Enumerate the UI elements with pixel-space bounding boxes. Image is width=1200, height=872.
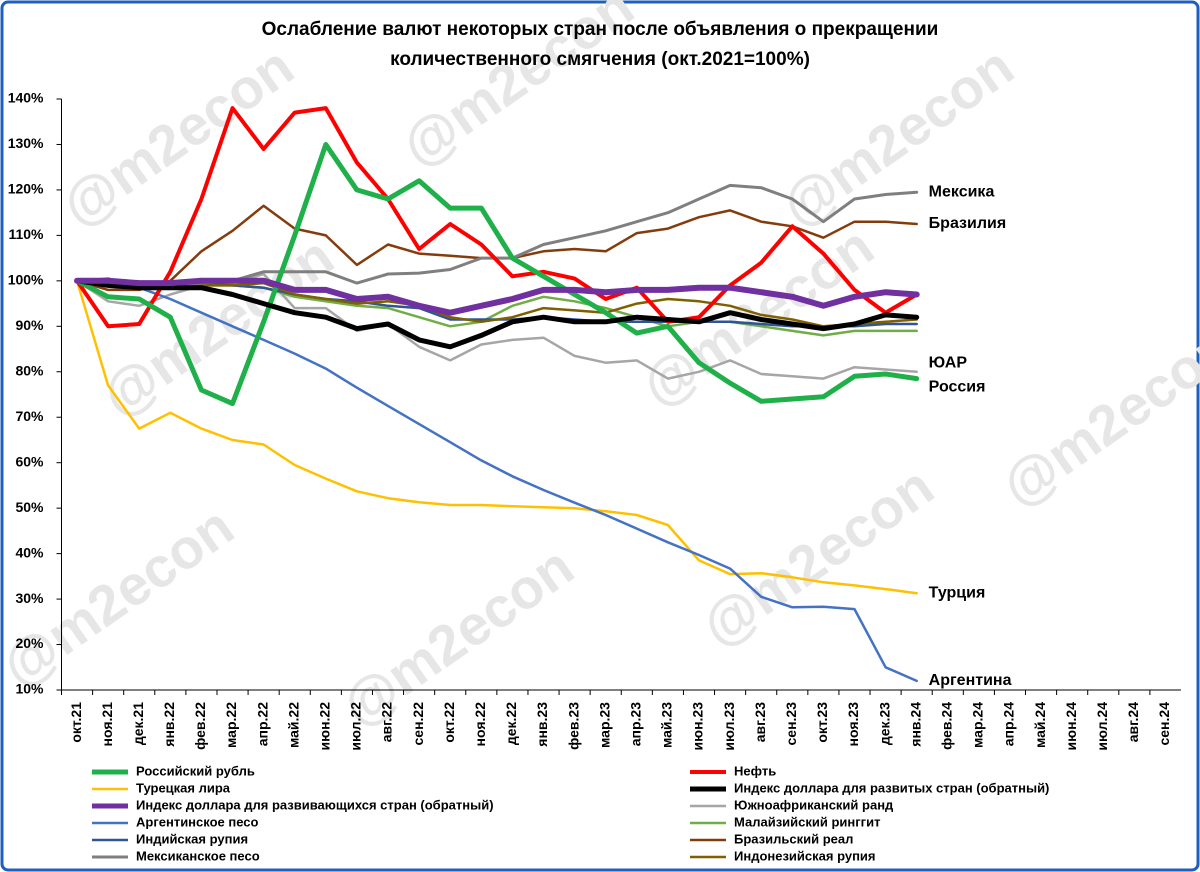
y-tick-label: 10% xyxy=(15,681,44,697)
x-tick-label: окт.23 xyxy=(814,702,830,743)
x-tick-label: фев.22 xyxy=(192,702,208,750)
legend-label: Аргентинское песо xyxy=(136,814,259,829)
y-tick-label: 80% xyxy=(15,362,44,378)
x-tick-label: июн.22 xyxy=(317,702,333,751)
series-line xyxy=(74,278,920,350)
y-tick-label: 140% xyxy=(8,90,44,106)
x-tick-label: авг.22 xyxy=(379,702,395,742)
legend-label: Мексиканское песо xyxy=(136,848,260,863)
end-label: Бразилия xyxy=(929,215,1007,232)
series-line xyxy=(75,279,918,328)
y-tick-label: 60% xyxy=(15,453,44,469)
x-tick-label: дек.21 xyxy=(130,702,146,745)
series-line xyxy=(75,279,918,595)
x-tick-label: май.22 xyxy=(285,702,301,748)
x-tick-label: мар.23 xyxy=(596,702,612,748)
x-tick-label: июн.23 xyxy=(690,702,706,751)
end-label: ЮАР xyxy=(929,354,968,371)
series-line xyxy=(74,142,920,407)
x-tick-label: окт.22 xyxy=(441,702,457,743)
y-tick-label: 70% xyxy=(15,408,44,424)
x-tick-label: июн.24 xyxy=(1063,702,1079,751)
legend-label: Индийская рупия xyxy=(136,831,248,846)
end-label: Мексика xyxy=(929,183,995,200)
end-label: Турция xyxy=(929,584,986,601)
x-tick-label: янв.22 xyxy=(161,702,177,747)
chart-title: количественного смягчения (окт.2021=100%… xyxy=(390,49,810,70)
x-tick-label: ноя.21 xyxy=(99,702,115,747)
x-tick-label: янв.23 xyxy=(534,702,550,747)
x-tick-label: сен.24 xyxy=(1156,702,1172,746)
x-tick-label: июл.23 xyxy=(721,702,737,751)
x-tick-label: апр.22 xyxy=(254,702,270,746)
x-tick-label: ноя.22 xyxy=(472,702,488,747)
x-tick-label: май.23 xyxy=(659,702,675,748)
chart-title: Ослабление валют некоторых стран после о… xyxy=(262,19,939,40)
legend-label: Южноафриканский ранд xyxy=(734,797,894,812)
y-tick-label: 120% xyxy=(8,181,44,197)
x-tick-label: фев.23 xyxy=(565,702,581,750)
y-tick-label: 110% xyxy=(8,226,44,242)
y-tick-label: 30% xyxy=(15,590,44,606)
y-tick-label: 90% xyxy=(15,317,44,333)
series-line xyxy=(74,277,920,316)
legend-label: Бразильский реал xyxy=(734,831,853,846)
x-tick-label: дек.22 xyxy=(503,702,519,745)
x-tick-label: июл.22 xyxy=(348,702,364,751)
legend-label: Нефть xyxy=(734,763,776,778)
end-label: Аргентина xyxy=(929,672,1012,689)
x-tick-label: апр.23 xyxy=(628,702,644,746)
legend-label: Российский рубль xyxy=(136,763,255,778)
y-tick-label: 130% xyxy=(8,135,44,151)
legend-label: Малайзийский ринггит xyxy=(734,814,880,829)
x-tick-label: мар.24 xyxy=(970,702,986,748)
y-tick-label: 40% xyxy=(15,544,44,560)
x-tick-label: июл.24 xyxy=(1094,702,1110,751)
x-tick-label: апр.24 xyxy=(1001,702,1017,746)
legend-label: Индекс доллара для развивающихся стран (… xyxy=(136,797,494,812)
y-tick-label: 50% xyxy=(15,499,44,515)
x-tick-label: окт.21 xyxy=(68,702,84,743)
x-tick-label: фев.24 xyxy=(938,702,954,750)
x-tick-label: мар.22 xyxy=(223,702,239,748)
x-tick-label: дек.23 xyxy=(876,702,892,745)
legend-label: Индонезийская рупия xyxy=(734,848,876,863)
y-tick-label: 100% xyxy=(8,272,44,288)
legend-label: Турецкая лира xyxy=(136,780,231,795)
x-tick-label: сен.22 xyxy=(410,702,426,746)
x-tick-label: авг.23 xyxy=(752,702,768,742)
x-tick-label: сен.23 xyxy=(783,702,799,746)
x-tick-label: янв.24 xyxy=(907,702,923,747)
x-tick-label: авг.24 xyxy=(1125,702,1141,742)
legend-label: Индекс доллара для развитых стран (обрат… xyxy=(734,780,1049,795)
y-tick-label: 20% xyxy=(15,635,44,651)
series-line xyxy=(75,279,918,683)
end-label: Россия xyxy=(929,378,986,395)
x-tick-label: ноя.23 xyxy=(845,702,861,747)
x-tick-label: май.24 xyxy=(1032,702,1048,748)
series-line xyxy=(75,106,919,329)
